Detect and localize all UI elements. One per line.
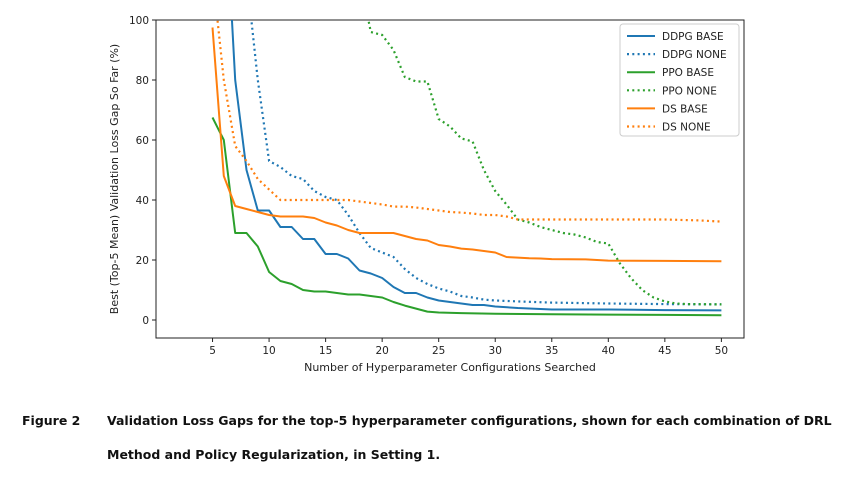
x-tick-label: 50	[715, 345, 728, 357]
x-tick-label: 35	[545, 345, 558, 357]
x-tick-label: 10	[262, 345, 275, 357]
x-axis: 5 10 15 20 25 30 35 40 45 50	[209, 338, 728, 357]
legend: DDPG BASE DDPG NONE PPO BASE PPO NONE DS BAS…	[619, 23, 740, 137]
line-chart: 5 10 15 20 25 30 35 40 45 50 0 20 40 60 80 100 Number …	[108, 15, 745, 374]
x-tick-label: 30	[489, 345, 502, 357]
y-tick-label: 60	[136, 135, 149, 147]
x-tick-label: 40	[602, 345, 615, 357]
x-tick-label: 5	[209, 345, 216, 357]
y-tick-label: 20	[136, 255, 149, 267]
y-tick-label: 80	[136, 75, 149, 87]
legend-entry-label: PPO NONE	[662, 85, 717, 97]
figure-label: Figure 2	[22, 413, 81, 428]
y-axis: 0 20 40 60 80 100	[129, 15, 156, 327]
x-tick-label: 45	[658, 345, 671, 357]
legend-entry-label: DDPG NONE	[662, 49, 727, 61]
y-tick-label: 100	[129, 15, 149, 27]
x-tick-label: 20	[375, 345, 388, 357]
legend-entry-label: DS NONE	[662, 122, 711, 134]
plot-area-frame	[155, 19, 745, 339]
series-line-ppo-base	[211, 117, 722, 317]
caption-text: Validation Loss Gaps for the top-5 hyper…	[107, 413, 832, 462]
series-line-ds-base	[211, 27, 722, 263]
legend-entry-label: PPO BASE	[662, 67, 714, 79]
x-axis-label: Number of Hyperparameter Configurations …	[304, 361, 596, 374]
series-line-ppo-none	[367, 20, 722, 306]
legend-entry-label: DDPG BASE	[662, 31, 724, 43]
series-line-ds-none	[216, 20, 722, 223]
legend-entry-label: DS BASE	[662, 103, 708, 115]
x-tick-label: 15	[319, 345, 332, 357]
series-layer	[211, 20, 722, 317]
y-axis-label: Best (Top-5 Mean) Validation Loss Gap So…	[108, 44, 121, 314]
series-line-ddpg-base	[230, 20, 722, 312]
x-tick-label: 25	[432, 345, 445, 357]
y-tick-label: 40	[136, 195, 149, 207]
y-tick-label: 0	[142, 315, 149, 327]
